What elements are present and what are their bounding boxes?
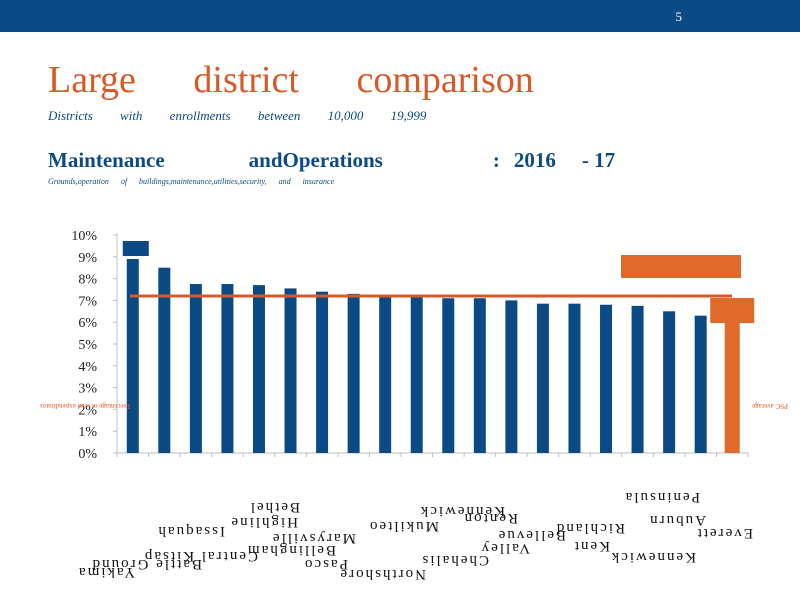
heading-left: Maintenance [48, 148, 165, 172]
bar [473, 298, 486, 453]
bar [347, 293, 360, 453]
bar [379, 296, 392, 453]
category-label: Auburn [648, 512, 706, 528]
category-label: Bethel [249, 499, 300, 515]
category-label: Kent [573, 538, 610, 554]
category-label: Highline [230, 514, 299, 530]
y-tick-label: 4% [78, 360, 97, 375]
heading-colon: : [492, 148, 500, 172]
bar [505, 300, 518, 453]
bar [568, 303, 581, 453]
bar [252, 285, 265, 453]
bar [442, 298, 455, 453]
slide-subtitle: Districts with enrollments between 10,00… [48, 108, 427, 123]
y-tick-label: 9% [78, 251, 97, 266]
bar [189, 284, 202, 453]
bar [316, 291, 329, 453]
header-bar: 5 [0, 0, 800, 32]
bar [631, 305, 644, 453]
category-label: Issaquah [157, 523, 226, 539]
category-label: Marysville [271, 530, 356, 546]
category-label: Chehalis [421, 552, 490, 568]
left-annotation: Percentage of total expenditures [40, 402, 130, 410]
category-label: Yakima [77, 564, 135, 580]
bar [663, 311, 676, 453]
category-label: Kennewick [610, 549, 696, 565]
top-bar-label-box [122, 241, 149, 256]
heading-year2: - 17 [581, 148, 616, 172]
bar [694, 315, 707, 453]
category-label: Richland [555, 520, 625, 536]
y-tick-label: 2% [78, 403, 97, 418]
category-label: Kennewick [419, 503, 505, 519]
page-number: 5 [675, 9, 683, 24]
category-label: Central Kitsap [143, 548, 258, 564]
category-label: Northshore [339, 566, 427, 582]
bar [284, 288, 297, 453]
right-annotation: PSC average [752, 402, 788, 410]
heading-year: 2016 [513, 148, 556, 172]
y-tick-label: 0% [78, 447, 97, 462]
category-label: Bellevue [497, 527, 566, 543]
highlight-label-box [710, 298, 755, 323]
category-label: Battle Ground [91, 556, 202, 572]
category-label: Renton [463, 510, 518, 526]
heading-mid: andOperations [248, 148, 383, 172]
bar [158, 267, 171, 453]
category-label: Peninsula [624, 489, 700, 505]
y-tick-label: 10% [71, 229, 97, 244]
legend-box [621, 255, 741, 278]
bar [126, 258, 139, 453]
y-tick-label: 1% [78, 425, 97, 440]
category-label: Bellingham [246, 542, 336, 558]
bar [221, 284, 234, 453]
category-label: Mukilteo [368, 518, 439, 534]
y-tick-label: 7% [78, 294, 97, 309]
slide-title: Large district comparison [48, 59, 534, 101]
category-label: Pasco [303, 556, 348, 572]
category-label: Valley [480, 540, 530, 556]
bar [410, 296, 423, 453]
y-tick-label: 3% [78, 382, 97, 397]
bar [536, 303, 549, 453]
y-tick-label: 6% [78, 316, 97, 331]
y-tick-label: 8% [78, 273, 97, 288]
slide-caption: Grounds,operation of buildings,maintenan… [48, 177, 335, 186]
section-heading: Maintenance andOperations:2016 - 17 [48, 148, 615, 173]
bar [600, 304, 613, 453]
category-label: Everett [696, 525, 753, 541]
bar-highlight [724, 315, 740, 453]
y-tick-label: 5% [78, 338, 97, 353]
